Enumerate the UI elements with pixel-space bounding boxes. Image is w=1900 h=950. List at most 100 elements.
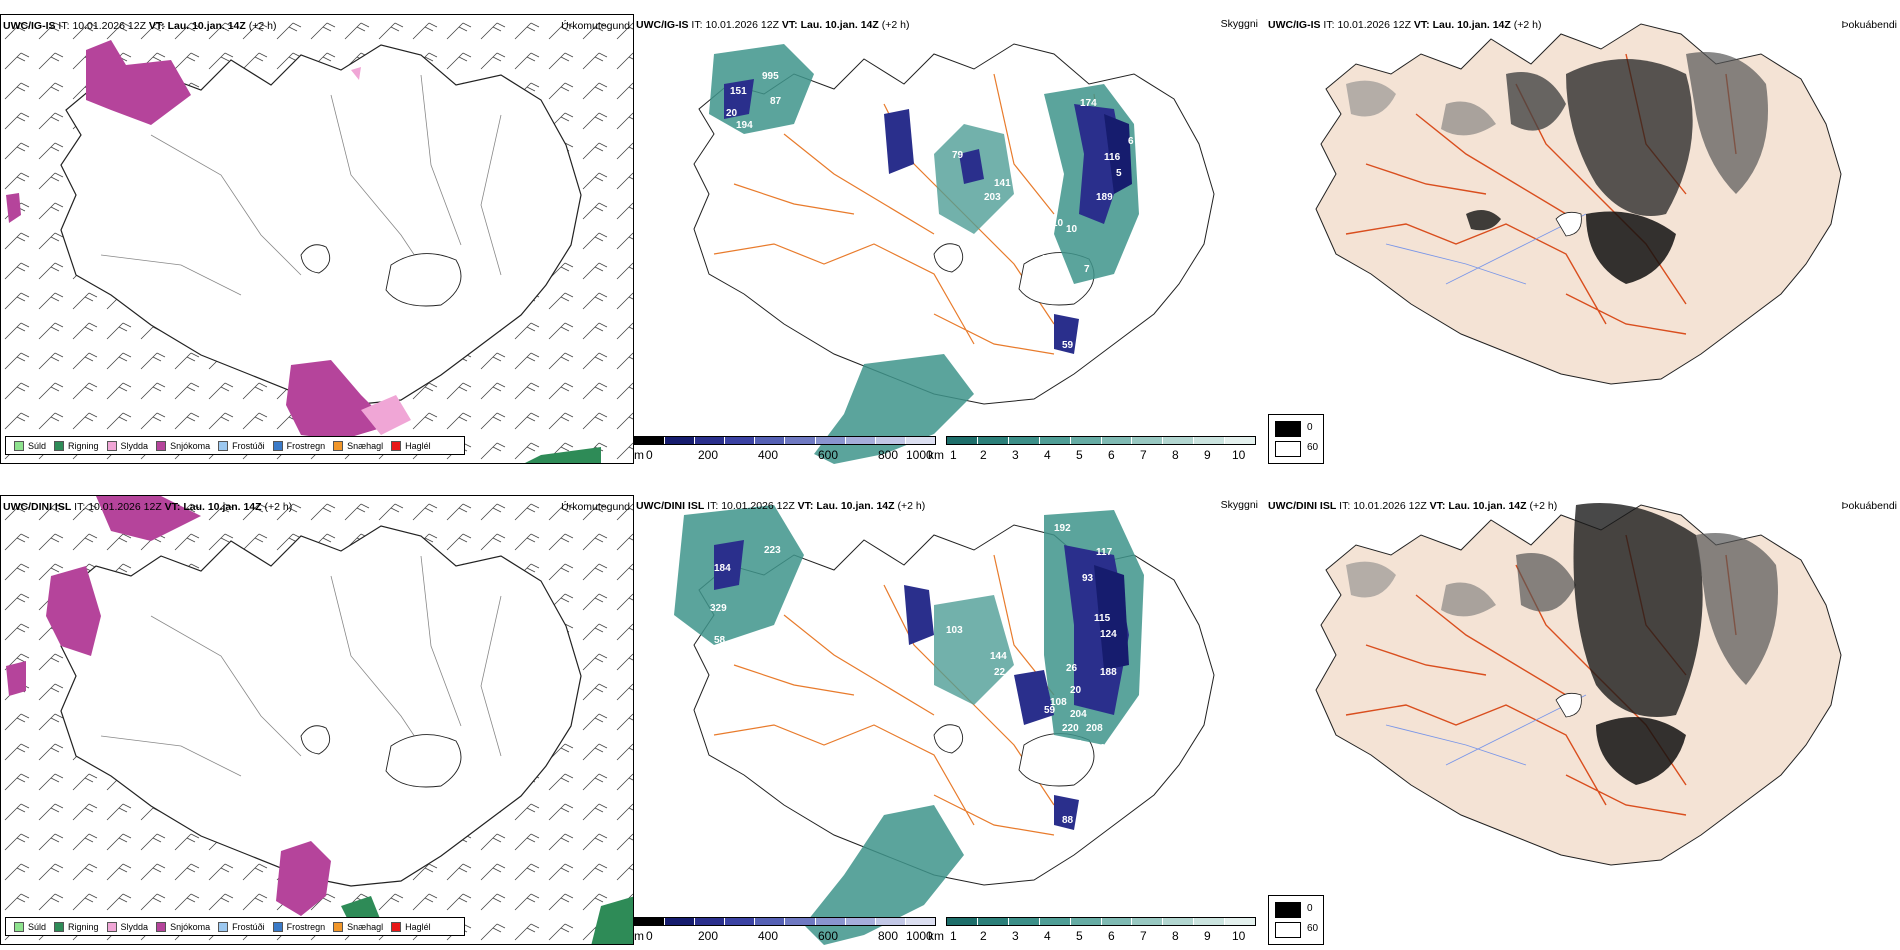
colorbar-tick: 4 — [1044, 929, 1051, 943]
colorbar-tick: 600 — [818, 448, 839, 462]
visibility-value: 117 — [1096, 547, 1113, 558]
model-label: UWC/DINI ISL — [3, 501, 72, 513]
panel-title: Úrkomutegund — [561, 20, 630, 32]
visibility-value: 93 — [1082, 573, 1094, 584]
it-value: 10.01.2026 12Z — [721, 500, 795, 512]
colorbar-tick: 1000 — [906, 929, 933, 943]
legend-label: Haglél — [405, 440, 431, 451]
colorbar-tick: 6 — [1108, 448, 1115, 462]
colorbar-tick: 3 — [1012, 448, 1019, 462]
fog-legend-value: 0 — [1307, 422, 1313, 433]
legend-swatch — [391, 921, 402, 932]
colorbar-tick: 7 — [1140, 448, 1147, 462]
colorbar-tick: 400 — [758, 929, 779, 943]
vt-value: Lau. 10.jan. 14Z — [816, 500, 895, 512]
fog-legend-value: 0 — [1307, 903, 1313, 914]
visibility-value: 58 — [714, 635, 726, 646]
legend-item-hagel: Haglél — [391, 440, 431, 451]
panel-header: UWC/IG-IS IT: 10.01.2026 12Z VT: Lau. 10… — [636, 19, 909, 31]
iceland-map-precip-type-row2 — [1, 496, 633, 944]
forecast-offset: (+2 h) — [881, 19, 910, 31]
row2-visibility-panel: UWC/DINI ISL IT: 10.01.2026 12Z VT: Lau.… — [634, 495, 1266, 945]
legend-item-frostudi: Frostúði — [218, 440, 265, 451]
colorbar-tick: 5 — [1076, 448, 1083, 462]
vt-value: Lau. 10.jan. 14Z — [183, 501, 262, 513]
legend-label: Rigning — [68, 440, 99, 451]
panel-title: Þokuábendi — [1841, 500, 1897, 512]
visibility-value: 151 — [730, 86, 747, 97]
meter-unit: m — [634, 929, 644, 943]
visibility-value: 6 — [1128, 136, 1134, 147]
visibility-value: 203 — [984, 192, 1001, 203]
fog-swatch-white — [1275, 441, 1301, 457]
visibility-value: 10 — [1052, 218, 1064, 229]
precip-type-legend: Súld Rigning Slydda Snjókoma Frostúði Fr… — [5, 917, 465, 936]
it-value: 10.01.2026 12Z — [1337, 19, 1411, 31]
model-label: UWC/IG-IS — [636, 19, 689, 31]
legend-item-snjokoma: Snjókoma — [156, 921, 210, 932]
colorbar-tick: 9 — [1204, 929, 1211, 943]
model-label: UWC/DINI ISL — [636, 500, 705, 512]
visibility-value: 208 — [1086, 723, 1103, 734]
legend-item-snaehagl: Snæhagl — [333, 921, 384, 932]
visibility-value: 87 — [770, 96, 782, 107]
fog-legend-value: 60 — [1307, 923, 1319, 934]
visibility-value: 108 — [1050, 697, 1067, 708]
panel-header: UWC/IG-IS IT: 10.01.2026 12Z VT: Lau. 10… — [3, 20, 276, 32]
legend-swatch — [333, 921, 344, 932]
it-label: IT: — [1323, 19, 1335, 31]
colorbar-tick: 800 — [878, 929, 899, 943]
visibility-value: 59 — [1062, 340, 1074, 351]
legend-swatch — [333, 440, 344, 451]
visibility-value: 194 — [736, 120, 753, 131]
colorbar-tick: 0 — [646, 448, 653, 462]
visibility-value: 88 — [1062, 815, 1074, 826]
colorbar-cells — [634, 436, 936, 445]
visibility-value: 20 — [1070, 685, 1082, 696]
vt-value: Lau. 10.jan. 14Z — [167, 20, 246, 32]
visibility-value: 115 — [1094, 613, 1111, 624]
legend-item-frostudi: Frostúði — [218, 921, 265, 932]
legend-label: Snæhagl — [347, 921, 384, 932]
km-unit: km — [928, 448, 944, 462]
legend-item-slydda: Slydda — [106, 921, 149, 932]
legend-label: Frostúði — [232, 440, 265, 451]
colorbar-tick: 10 — [1232, 929, 1246, 943]
precip-type-legend: Súld Rigning Slydda Snjókoma Frostúði Fr… — [5, 436, 465, 455]
legend-label: Frostregn — [286, 440, 326, 451]
panel-header: UWC/IG-IS IT: 10.01.2026 12Z VT: Lau. 10… — [1268, 19, 1541, 31]
it-label: IT: — [74, 501, 86, 513]
legend-label: Rigning — [68, 921, 99, 932]
row2-cloud-panel: UWC/DINI ISL IT: 10.01.2026 12Z VT: Lau.… — [1266, 495, 1900, 895]
legend-item-hagel: Haglél — [391, 921, 431, 932]
vt-label: VT: — [148, 20, 165, 32]
visibility-value: 202 — [1050, 274, 1067, 285]
legend-item-slydda: Slydda — [106, 440, 149, 451]
panel-title: Skyggni — [1220, 18, 1258, 30]
visibility-value: 5 — [1116, 168, 1122, 179]
row1-visibility-panel: UWC/IG-IS IT: 10.01.2026 12Z VT: Lau. 10… — [634, 14, 1266, 464]
colorbar-tick: 6 — [1108, 929, 1115, 943]
meter-unit: m — [634, 448, 644, 462]
colorbar-tick: 9 — [1204, 448, 1211, 462]
visibility-value: 220 — [1066, 739, 1083, 750]
colorbar-tick: 8 — [1172, 448, 1179, 462]
legend-swatch — [391, 440, 402, 451]
legend-label: Slydda — [120, 440, 149, 451]
panel-header: UWC/DINI ISL IT: 10.01.2026 12Z VT: Lau.… — [636, 500, 925, 512]
row1-cloud-panel: UWC/IG-IS IT: 10.01.2026 12Z VT: Lau. 10… — [1266, 14, 1900, 414]
colorbar-tick: 400 — [758, 448, 779, 462]
legend-item-frostregn: Frostregn — [272, 440, 326, 451]
legend-label: Slydda — [120, 921, 149, 932]
it-value: 10.01.2026 12Z — [88, 501, 162, 513]
legend-swatch — [54, 921, 65, 932]
visibility-m-colorbar: 0 200 400 600 800 1000 — [634, 436, 936, 464]
legend-swatch — [272, 440, 283, 451]
colorbar-tick: 0 — [646, 929, 653, 943]
colorbar-tick: 3 — [1012, 929, 1019, 943]
visibility-value: 10 — [1066, 224, 1078, 235]
visibility-value: 124 — [1100, 629, 1117, 640]
visibility-value: 59 — [1044, 705, 1056, 716]
visibility-km-colorbar: km 1 2 3 4 5 6 7 8 9 10 — [928, 917, 1256, 945]
iceland-map-precip-type-row1 — [1, 15, 633, 463]
